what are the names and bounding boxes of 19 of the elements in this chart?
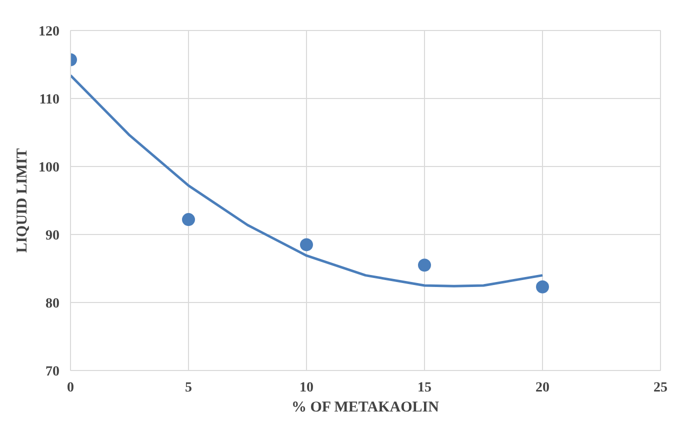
y-axis-title: LIQUID LIMIT xyxy=(14,148,30,253)
point xyxy=(182,213,195,226)
x-tick-label: 10 xyxy=(300,380,314,396)
point xyxy=(536,280,549,294)
x-tick-label: 15 xyxy=(418,380,432,396)
y-tick-label: 100 xyxy=(38,160,60,176)
x-tick-label: 25 xyxy=(654,380,668,396)
x-axis-title: % OF METAKAOLIN xyxy=(291,400,440,416)
point xyxy=(418,258,431,272)
x-tick-label: 5 xyxy=(185,380,192,396)
point xyxy=(300,238,313,252)
y-tick-label: 90 xyxy=(46,228,60,244)
x-tick-label: 0 xyxy=(67,380,74,396)
y-tick-label: 120 xyxy=(38,24,60,40)
line-series xyxy=(70,74,544,288)
y-tick-label: 70 xyxy=(46,364,60,380)
x-tick-label: 20 xyxy=(536,380,550,396)
y-tick-label: 80 xyxy=(46,296,60,312)
y-tick-label: 110 xyxy=(39,92,60,108)
